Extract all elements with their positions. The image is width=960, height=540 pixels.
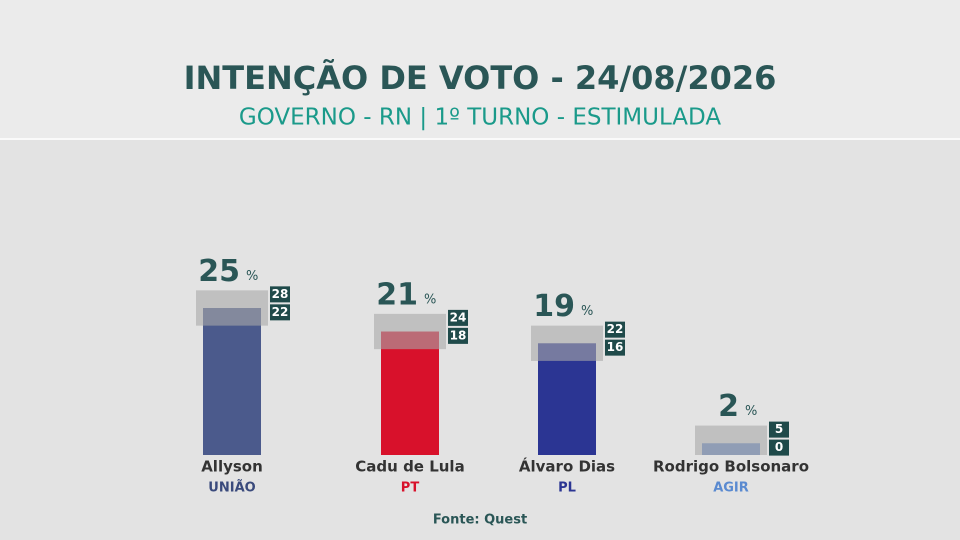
bar	[538, 343, 596, 455]
upper-label: 5	[775, 422, 783, 436]
lower-label: 18	[450, 328, 467, 342]
value-label: 25	[198, 254, 240, 289]
value-unit: %	[246, 269, 258, 284]
bar	[203, 308, 261, 455]
lower-label: 0	[775, 440, 783, 454]
party-label: AGIR	[713, 481, 749, 496]
value-label: 2	[718, 389, 739, 424]
upper-box	[605, 321, 625, 338]
lower-box	[270, 304, 290, 321]
lower-label: 22	[272, 305, 289, 319]
header-band	[0, 0, 960, 138]
bar	[381, 331, 439, 455]
value-unit: %	[581, 304, 593, 319]
value-unit: %	[745, 404, 757, 419]
upper-box	[270, 286, 290, 303]
error-band	[196, 290, 268, 326]
chart-title: INTENÇÃO DE VOTO - 24/08/2026	[184, 59, 777, 97]
category-label: Cadu de Lula	[355, 458, 464, 476]
lower-box	[448, 327, 468, 344]
chart-subtitle: GOVERNO - RN | 1º TURNO - ESTIMULADA	[239, 105, 721, 131]
upper-label: 22	[607, 322, 624, 336]
upper-box	[448, 309, 468, 326]
category-label: Álvaro Dias	[519, 457, 615, 476]
value-unit: %	[424, 292, 436, 307]
lower-label: 16	[607, 340, 624, 354]
error-band	[531, 325, 603, 361]
upper-label: 24	[450, 310, 467, 324]
party-label: PT	[401, 481, 420, 496]
value-label: 21	[376, 277, 418, 312]
upper-box	[769, 421, 789, 438]
party-label: PL	[558, 481, 576, 496]
party-label: UNIÃO	[208, 480, 255, 496]
value-label: 19	[533, 289, 575, 324]
error-band	[695, 425, 767, 455]
error-band	[374, 313, 446, 350]
source: Fonte: Quest	[433, 513, 527, 528]
category-label: Allyson	[201, 458, 263, 476]
lower-box	[605, 339, 625, 356]
category-label: Rodrigo Bolsonaro	[653, 458, 809, 476]
upper-label: 28	[272, 287, 289, 301]
lower-box	[769, 439, 789, 456]
